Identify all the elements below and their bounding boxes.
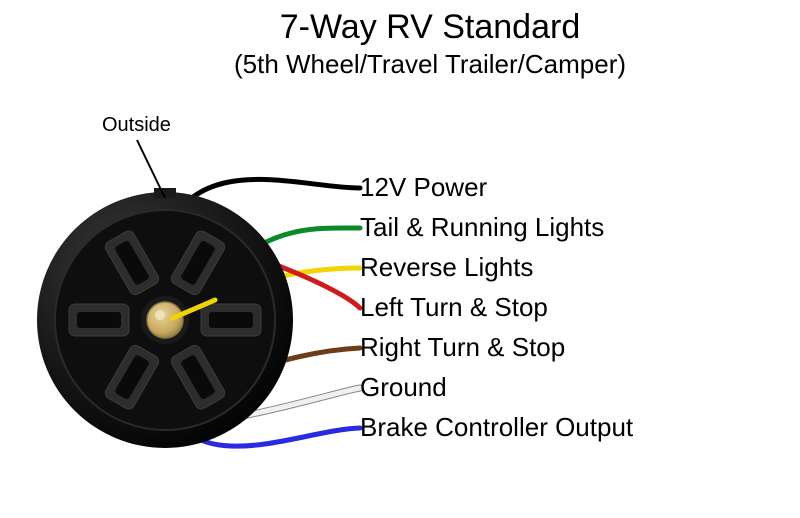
wire-label-3: Left Turn & Stop: [360, 292, 548, 323]
blade-top: [69, 304, 129, 336]
wire-label-0: 12V Power: [360, 172, 487, 203]
wire-label-2: Reverse Lights: [360, 252, 533, 283]
blade-bottom: [201, 304, 261, 336]
connector-body: [37, 140, 293, 448]
wire-label-5: Ground: [360, 372, 447, 403]
wire-label-6: Brake Controller Output: [360, 412, 633, 443]
wire-label-1: Tail & Running Lights: [360, 212, 604, 243]
outside-leader: [137, 140, 165, 198]
center-pin-highlight: [155, 310, 165, 320]
wire-label-4: Right Turn & Stop: [360, 332, 565, 363]
center-pin: [147, 302, 183, 338]
